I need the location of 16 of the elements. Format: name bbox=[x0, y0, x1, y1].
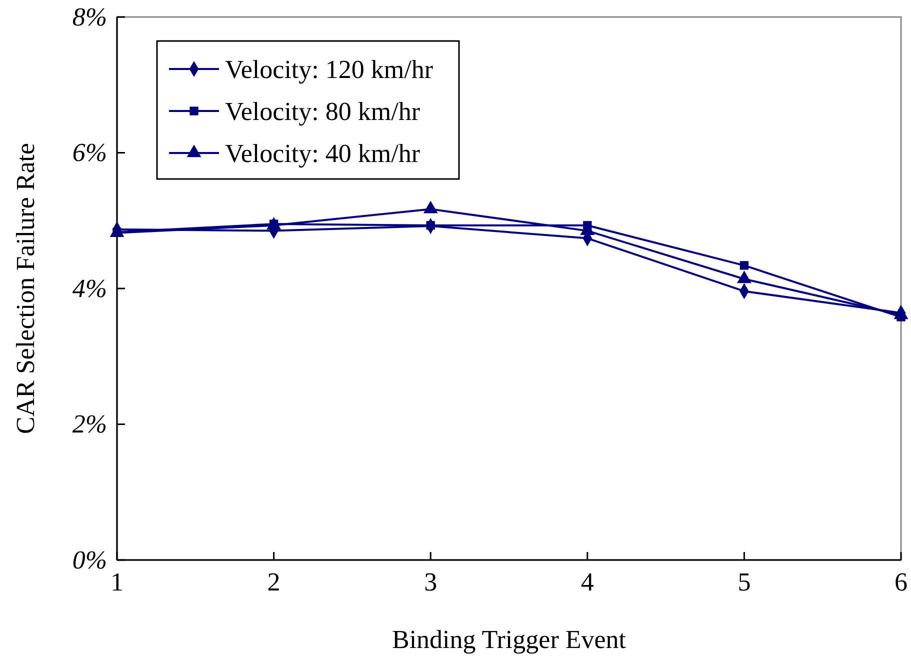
y-axis-title: CAR Selection Failure Rate bbox=[11, 142, 40, 434]
y-tick-label: 0% bbox=[72, 545, 107, 574]
x-tick-label: 2 bbox=[267, 567, 280, 596]
y-tick-label: 6% bbox=[72, 138, 107, 168]
y-tick-label: 4% bbox=[72, 274, 107, 303]
y-tick-label: 2% bbox=[72, 410, 107, 439]
x-tick-label: 6 bbox=[894, 567, 908, 596]
y-tick-label: 8% bbox=[72, 2, 107, 32]
x-tick-label: 4 bbox=[580, 567, 594, 596]
legend-label: Velocity: 40 km/hr bbox=[225, 139, 420, 168]
x-axis-title: Binding Trigger Event bbox=[392, 625, 627, 654]
legend-label: Velocity: 120 km/hr bbox=[225, 55, 434, 84]
x-tick-label: 5 bbox=[738, 567, 751, 596]
x-tick-label: 3 bbox=[424, 567, 438, 596]
legend-label: Velocity: 80 km/hr bbox=[225, 97, 420, 126]
x-tick-label: 1 bbox=[110, 567, 124, 596]
